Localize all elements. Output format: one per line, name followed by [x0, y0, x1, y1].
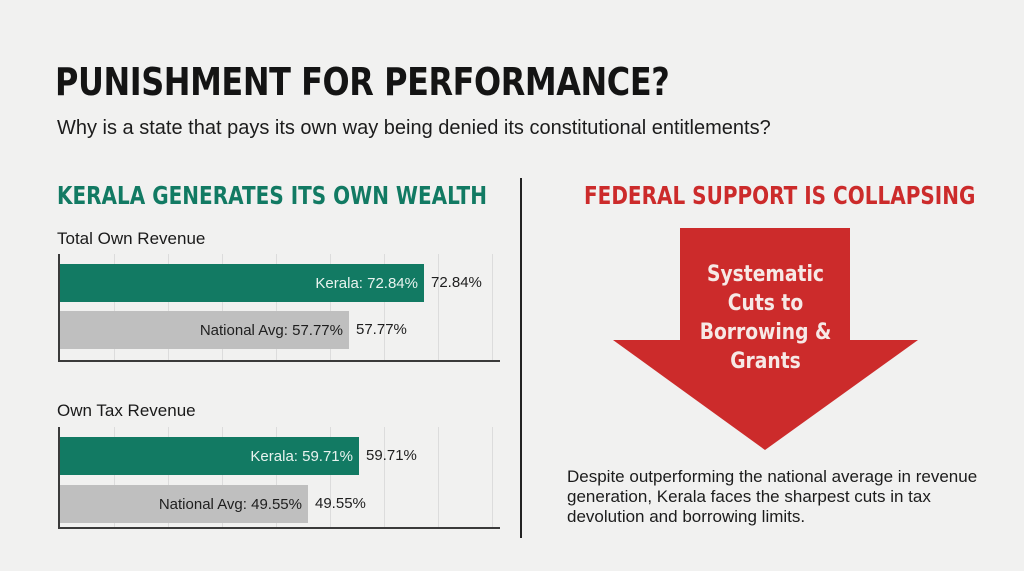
- gridline: [492, 427, 493, 529]
- y-axis-line: [58, 254, 60, 362]
- y-axis-line: [58, 427, 60, 529]
- bar-kerala: Kerala: 59.71%: [60, 437, 359, 475]
- arrow-line: Systematic: [707, 262, 824, 287]
- gridline: [330, 427, 331, 529]
- bar-value-label: 59.71%: [366, 447, 417, 464]
- bar-inner-label: National Avg: 57.77%: [199, 321, 343, 339]
- gridline: [114, 427, 115, 529]
- gridline: [114, 254, 115, 362]
- arrow-line: Grants: [730, 349, 801, 374]
- bar-national-avg: National Avg: 57.77%: [60, 311, 349, 349]
- down-arrow-graphic: Systematic Cuts to Borrowing & Grants: [613, 228, 918, 450]
- arrow-line: Cuts to: [727, 291, 804, 316]
- arrow-down-icon: [613, 228, 918, 450]
- gridline: [222, 254, 223, 362]
- gridline: [384, 254, 385, 362]
- gridline: [222, 427, 223, 529]
- left-section-heading: KERALA GENERATES ITS OWN WEALTH: [57, 181, 487, 210]
- gridline: [276, 254, 277, 362]
- right-section-heading: FEDERAL SUPPORT IS COLLAPSING: [584, 181, 976, 210]
- chart-title-total-own-revenue: Total Own Revenue: [57, 229, 206, 248]
- page-subtitle: Why is a state that pays its own way bei…: [57, 117, 771, 139]
- gridline: [168, 427, 169, 529]
- bar-value-label: 72.84%: [431, 274, 482, 291]
- x-axis-line: [58, 527, 500, 529]
- gridline: [438, 427, 439, 529]
- bar-inner-label: Kerala: 72.84%: [315, 274, 418, 292]
- bar-value-label: 49.55%: [315, 495, 366, 512]
- bar-national-avg: National Avg: 49.55%: [60, 485, 308, 523]
- arrow-text: Systematic Cuts to Borrowing & Grants: [636, 260, 895, 376]
- body-text: Despite outperforming the national avera…: [567, 467, 978, 526]
- bar-value-label: 57.77%: [356, 321, 407, 338]
- own-tax-revenue-chart: Kerala: 59.71% 59.71% National Avg: 49.55%…: [58, 427, 500, 529]
- gridline: [384, 427, 385, 529]
- x-axis-line: [58, 360, 500, 362]
- gridline: [276, 427, 277, 529]
- bar-kerala: Kerala: 72.84%: [60, 264, 424, 302]
- gridline: [438, 254, 439, 362]
- bar-inner-label: Kerala: 59.71%: [250, 447, 353, 465]
- chart-title-own-tax-revenue: Own Tax Revenue: [57, 401, 196, 420]
- gridline: [330, 254, 331, 362]
- column-divider: [520, 178, 522, 538]
- page-title: PUNISHMENT FOR PERFORMANCE?: [55, 60, 670, 104]
- total-own-revenue-chart: Kerala: 72.84% 72.84% National Avg: 57.77%…: [58, 254, 500, 362]
- bar-inner-label: National Avg: 49.55%: [158, 495, 302, 513]
- arrow-line: Borrowing &: [699, 320, 832, 345]
- gridline: [492, 254, 493, 362]
- gridline: [168, 254, 169, 362]
